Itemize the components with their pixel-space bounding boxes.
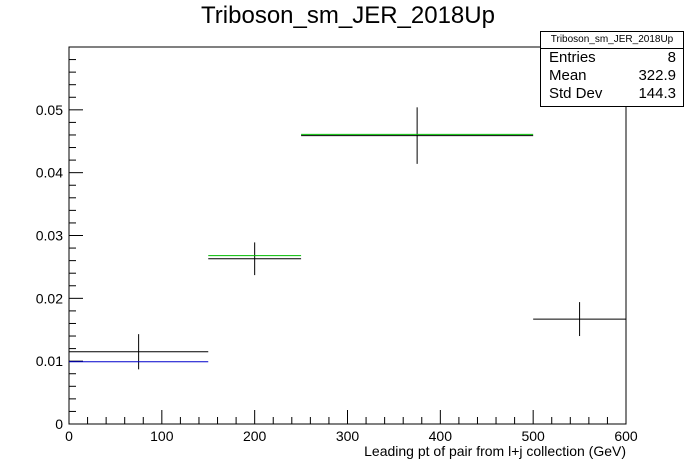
x-tick-label: 300 bbox=[336, 428, 360, 444]
stats-box-name: Triboson_sm_JER_2018Up bbox=[541, 32, 683, 49]
stats-stddev-row: Std Dev 144.3 bbox=[541, 85, 683, 103]
y-tick-label: 0.04 bbox=[36, 165, 63, 181]
y-tick-label: 0.02 bbox=[36, 290, 63, 306]
axes: 0 0.01 0.02 0.03 0.04 0.05 0 100 200 300 400 500 600 bbox=[36, 46, 638, 444]
stats-mean-row: Mean 322.9 bbox=[541, 67, 683, 85]
x-tick-label: 600 bbox=[614, 428, 638, 444]
x-tick-label: 500 bbox=[521, 428, 545, 444]
y-tick-label: 0.01 bbox=[36, 353, 63, 369]
stats-entries-row: Entries 8 bbox=[541, 49, 683, 67]
x-tick-label: 200 bbox=[243, 428, 267, 444]
stats-stddev-label: Std Dev bbox=[549, 85, 603, 102]
chart-title: Triboson_sm_JER_2018Up bbox=[201, 2, 495, 29]
y-tick-label: 0 bbox=[55, 416, 63, 432]
x-tick-label: 400 bbox=[429, 428, 453, 444]
x-axis-label: Leading pt of pair from l+j collection (… bbox=[364, 443, 626, 459]
stats-mean-value: 322.9 bbox=[638, 67, 676, 84]
stats-box: Triboson_sm_JER_2018Up Entries 8 Mean 32… bbox=[540, 31, 684, 107]
stats-stddev-value: 144.3 bbox=[638, 85, 676, 102]
y-tick-label: 0.03 bbox=[36, 228, 63, 244]
x-tick-label: 100 bbox=[150, 428, 174, 444]
stats-entries-value: 8 bbox=[667, 49, 676, 66]
data-marks bbox=[69, 107, 626, 370]
y-tick-label: 0.05 bbox=[36, 102, 63, 118]
stats-entries-label: Entries bbox=[549, 49, 596, 66]
x-tick-label: 0 bbox=[65, 428, 73, 444]
stats-mean-label: Mean bbox=[549, 67, 587, 84]
